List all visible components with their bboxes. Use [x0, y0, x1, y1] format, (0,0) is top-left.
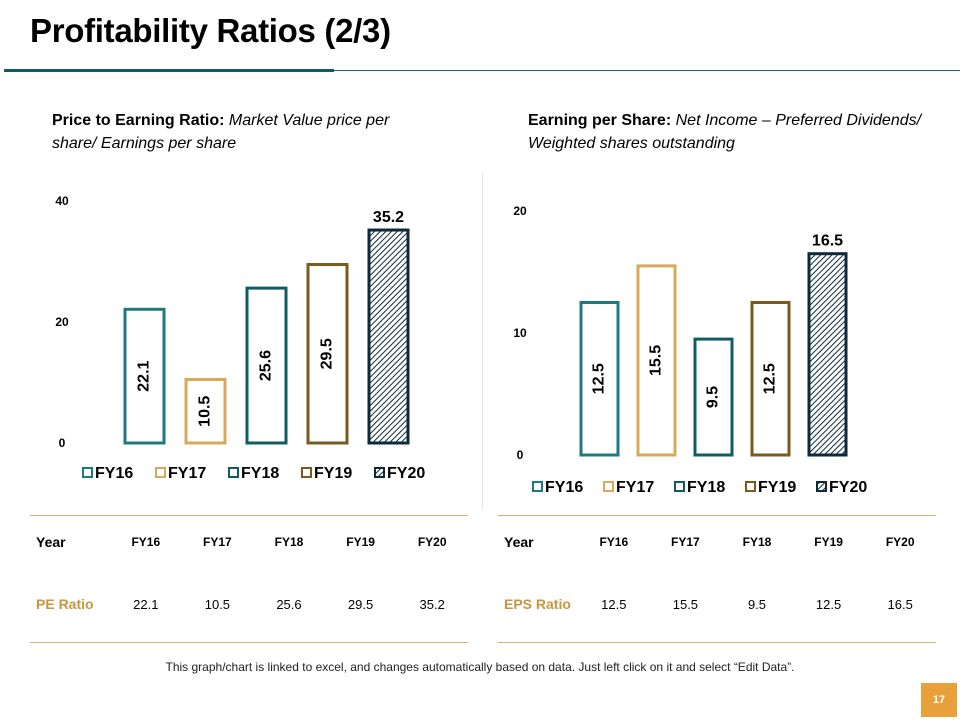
pe-chart-subtitle: Price to Earning Ratio: Market Value pri… — [52, 109, 432, 155]
pe-table-value: 25.6 — [276, 597, 302, 612]
pe-table-year: FY17 — [203, 535, 232, 549]
eps-data-label-fy16: 12.5 — [591, 363, 608, 394]
pe-subtitle-italic: Market Value price per share/ Earnings p… — [52, 112, 390, 152]
eps-bar-fy18 — [693, 337, 734, 457]
eps-y-tick-label: 20 — [513, 204, 527, 218]
title-underline-accent — [4, 69, 334, 72]
pe-table-year: FY16 — [131, 535, 161, 549]
eps-legend-swatch-fy18 — [674, 481, 685, 492]
pe-ratio-chart: 0 20 40 22.1 10.5 25.6 29.5 35.2 FY16 FY17 FY18 FY1… — [55, 194, 425, 482]
eps-legend-swatch-fy19 — [745, 481, 756, 492]
eps-data-label-fy20: 16.5 — [812, 233, 843, 250]
pe-table-value: 10.5 — [204, 597, 231, 612]
eps-table-year: FY19 — [814, 535, 843, 549]
pe-table-top-line — [30, 515, 468, 516]
pe-table-row-label: PE Ratio — [36, 596, 94, 612]
eps-table-year-label: Year — [504, 534, 534, 550]
eps-table-value: 12.5 — [815, 597, 842, 612]
pe-table-bottom-line — [30, 642, 468, 643]
pe-legend-swatch-fy19 — [301, 467, 312, 478]
eps-table-value: 15.5 — [672, 597, 699, 612]
eps-table: Year FY16 FY17 FY18 FY19 FY20 EPS Ratio … — [498, 516, 936, 641]
pe-table-value: 22.1 — [133, 597, 159, 612]
eps-legend-label-fy20: FY20 — [829, 479, 867, 496]
eps-table-row-label: EPS Ratio — [504, 596, 571, 612]
pe-data-label-fy19: 29.5 — [319, 338, 336, 369]
eps-table-bottom-line — [498, 642, 936, 643]
eps-data-label-fy18: 9.5 — [705, 386, 722, 408]
eps-table-year: FY20 — [885, 535, 915, 549]
eps-y-tick-label: 10 — [513, 326, 527, 340]
pe-y-tick-label: 20 — [55, 315, 69, 329]
pe-legend-label-fy19: FY19 — [314, 465, 352, 482]
eps-bar-fy17 — [636, 264, 677, 457]
pe-data-label-fy17: 10.5 — [197, 396, 214, 427]
eps-chart-subtitle: Earning per Share: Net Income – Preferre… — [528, 109, 928, 155]
pe-data-label-fy18: 25.6 — [258, 350, 275, 381]
pe-bar-fy19 — [306, 263, 349, 445]
pe-legend-label-fy18: FY18 — [241, 465, 279, 482]
pe-data-label-fy16: 22.1 — [136, 360, 153, 391]
eps-table-value: 16.5 — [887, 597, 913, 612]
pe-legend-label-fy17: FY17 — [168, 465, 206, 482]
pe-table-year-label: Year — [36, 534, 66, 550]
pe-legend-label-fy16: FY16 — [95, 465, 133, 482]
pe-table-year: FY20 — [417, 535, 447, 549]
pe-table-year: FY18 — [274, 535, 304, 549]
eps-bar-fy16 — [579, 301, 620, 457]
pe-legend-swatch-fy18 — [228, 467, 239, 478]
pe-table-year: FY19 — [346, 535, 375, 549]
eps-data-label-fy17: 15.5 — [648, 345, 665, 376]
eps-table-top-line — [498, 515, 936, 516]
pe-bar-fy18 — [245, 286, 288, 445]
eps-legend-swatch-fy17 — [603, 481, 614, 492]
eps-legend-swatch-fy16 — [532, 481, 543, 492]
pe-table-value: 35.2 — [419, 597, 445, 612]
eps-subtitle-italic: Net Income – Preferred Dividends/ Weight… — [528, 112, 922, 152]
pe-legend-label-fy20: FY20 — [387, 465, 425, 482]
page-title: Profitability Ratios (2/3) — [30, 12, 391, 49]
eps-table-value-row: EPS Ratio 12.5 15.5 9.5 12.5 16.5 — [498, 568, 936, 641]
pe-legend-swatch-fy20 — [374, 467, 385, 478]
eps-data-label-fy19: 12.5 — [762, 363, 779, 394]
eps-table-value: 9.5 — [747, 597, 767, 612]
eps-table-year: FY16 — [599, 535, 629, 549]
chart-divider — [482, 172, 483, 510]
pe-y-tick-label: 40 — [55, 194, 69, 208]
eps-legend-label-fy18: FY18 — [687, 479, 725, 496]
pe-bar-fy20 — [367, 228, 410, 445]
title-underline — [4, 70, 960, 71]
eps-legend-label-fy16: FY16 — [545, 479, 583, 496]
pe-table-value: 29.5 — [347, 597, 374, 612]
pe-bar-fy17 — [184, 377, 227, 445]
pe-data-label-fy20: 35.2 — [373, 209, 404, 226]
eps-y-tick-label: 0 — [517, 448, 524, 462]
eps-subtitle-bold: Earning per Share: — [528, 112, 672, 129]
pe-table-header-row: Year FY16 FY17 FY18 FY19 FY20 — [30, 516, 468, 568]
footnote: This graph/chart is linked to excel, and… — [165, 660, 795, 674]
pe-y-tick-label: 0 — [59, 436, 66, 450]
eps-legend-label-fy17: FY17 — [616, 479, 654, 496]
eps-bar-fy20 — [807, 252, 848, 457]
pe-legend-swatch-fy17 — [155, 467, 166, 478]
pe-bar-fy16 — [123, 307, 166, 445]
eps-table-year: FY17 — [671, 535, 700, 549]
pe-legend-swatch-fy16 — [82, 467, 93, 478]
eps-table-value: 12.5 — [601, 597, 627, 612]
pe-subtitle-bold: Price to Earning Ratio: — [52, 112, 225, 129]
pe-ratio-table: Year FY16 FY17 FY18 FY19 FY20 PE Ratio 2… — [30, 516, 468, 641]
eps-bar-fy19 — [750, 301, 791, 457]
page-number: 17 — [921, 683, 957, 717]
eps-table-header-row: Year FY16 FY17 FY18 FY19 FY20 — [498, 516, 936, 568]
eps-legend-swatch-fy20 — [816, 481, 827, 492]
pe-table-value-row: PE Ratio 22.1 10.5 25.6 29.5 35.2 — [30, 568, 468, 641]
eps-chart: 0 10 20 12.5 15.5 9.5 12.5 16.5 FY16 FY17 FY18 FY19… — [513, 204, 867, 496]
eps-legend-label-fy19: FY19 — [758, 479, 796, 496]
eps-table-year: FY18 — [742, 535, 772, 549]
